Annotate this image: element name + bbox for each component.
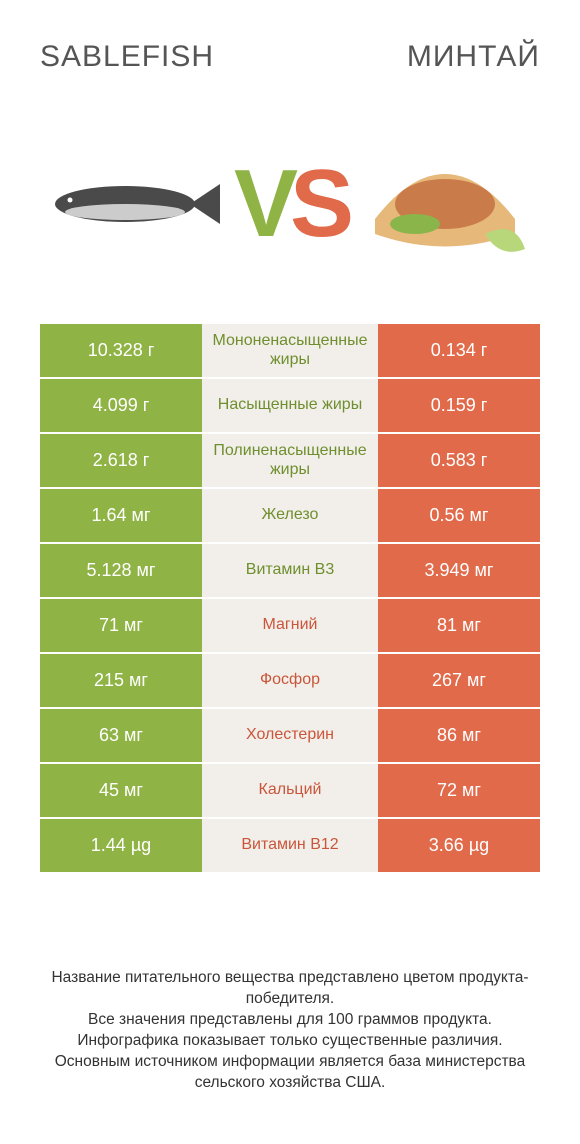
left-value-cell: 71 мг: [40, 599, 202, 652]
nutrient-label-cell: Фосфор: [202, 654, 378, 707]
table-row: 5.128 мгВитамин B33.949 мг: [40, 544, 540, 599]
table-row: 4.099 гНасыщенные жиры0.159 г: [40, 379, 540, 434]
left-value-cell: 1.64 мг: [40, 489, 202, 542]
nutrient-label-cell: Холестерин: [202, 709, 378, 762]
nutrient-label-cell: Витамин B12: [202, 819, 378, 872]
right-value-cell: 267 мг: [378, 654, 540, 707]
table-row: 63 мгХолестерин86 мг: [40, 709, 540, 764]
right-product-image: [350, 134, 540, 274]
nutrient-label-cell: Кальций: [202, 764, 378, 817]
nutrient-label-cell: Насыщенные жиры: [202, 379, 378, 432]
table-row: 71 мгМагний81 мг: [40, 599, 540, 654]
vs-v-letter: V: [234, 149, 290, 259]
footer-notes: Название питательного вещества представл…: [0, 968, 580, 1094]
nutrient-label-cell: Мононенасыщенные жиры: [202, 324, 378, 377]
vs-label: VS: [234, 149, 346, 259]
right-value-cell: 0.56 мг: [378, 489, 540, 542]
right-value-cell: 3.949 мг: [378, 544, 540, 597]
comparison-table: 10.328 гМононенасыщенные жиры0.134 г4.09…: [40, 324, 540, 874]
left-product-title: SABLEFISH: [40, 40, 214, 74]
left-value-cell: 5.128 мг: [40, 544, 202, 597]
table-row: 45 мгКальций72 мг: [40, 764, 540, 819]
nutrient-label-cell: Железо: [202, 489, 378, 542]
left-value-cell: 1.44 µg: [40, 819, 202, 872]
nutrient-label-cell: Магний: [202, 599, 378, 652]
right-value-cell: 81 мг: [378, 599, 540, 652]
left-value-cell: 10.328 г: [40, 324, 202, 377]
title-row: SABLEFISH МИНТАЙ: [40, 40, 540, 74]
nutrient-label-cell: Полиненасыщенные жиры: [202, 434, 378, 487]
table-row: 2.618 гПолиненасыщенные жиры0.583 г: [40, 434, 540, 489]
vs-s-letter: S: [290, 149, 346, 259]
left-value-cell: 4.099 г: [40, 379, 202, 432]
left-value-cell: 63 мг: [40, 709, 202, 762]
left-product-image: [40, 134, 230, 274]
right-value-cell: 0.134 г: [378, 324, 540, 377]
footer-line-4: Основным источником информации является …: [40, 1052, 540, 1094]
left-value-cell: 215 мг: [40, 654, 202, 707]
right-value-cell: 72 мг: [378, 764, 540, 817]
right-product-title: МИНТАЙ: [407, 40, 540, 74]
table-row: 1.64 мгЖелезо0.56 мг: [40, 489, 540, 544]
right-value-cell: 0.159 г: [378, 379, 540, 432]
left-value-cell: 45 мг: [40, 764, 202, 817]
footer-line-2: Все значения представлены для 100 граммо…: [40, 1010, 540, 1031]
footer-line-1: Название питательного вещества представл…: [40, 968, 540, 1010]
nutrient-label-cell: Витамин B3: [202, 544, 378, 597]
table-row: 215 мгФосфор267 мг: [40, 654, 540, 709]
left-value-cell: 2.618 г: [40, 434, 202, 487]
hero-row: VS: [40, 114, 540, 294]
right-value-cell: 0.583 г: [378, 434, 540, 487]
right-value-cell: 3.66 µg: [378, 819, 540, 872]
table-row: 10.328 гМононенасыщенные жиры0.134 г: [40, 324, 540, 379]
table-row: 1.44 µgВитамин B123.66 µg: [40, 819, 540, 874]
footer-line-3: Инфографика показывает только существенн…: [40, 1031, 540, 1052]
right-value-cell: 86 мг: [378, 709, 540, 762]
